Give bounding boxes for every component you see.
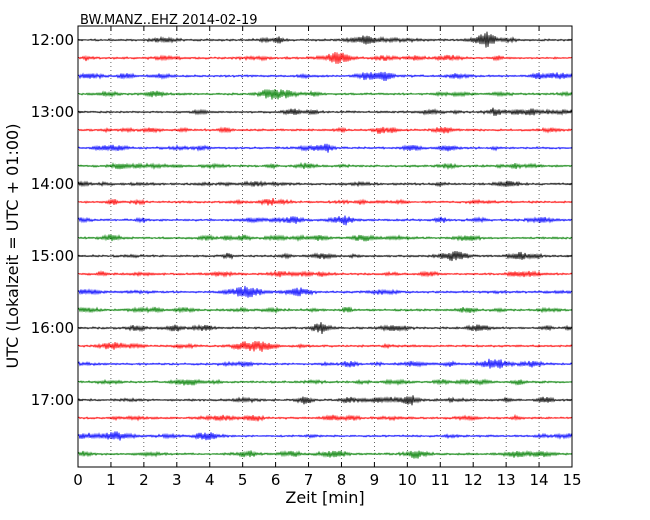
y-tick-label-5: 17:00 [31, 391, 74, 409]
trace-line-12 [77, 250, 573, 262]
trace-line-22 [77, 431, 573, 441]
x-tick-label-3: 3 [172, 471, 182, 489]
x-axis-label: Zeit [min] [285, 488, 364, 507]
trace-line-3 [77, 89, 573, 100]
trace-line-6 [77, 143, 573, 153]
trace-line-13 [77, 270, 573, 278]
trace-line-7 [77, 161, 573, 170]
x-tick-label-11: 11 [431, 471, 450, 489]
trace-line-10 [77, 215, 573, 226]
x-tick-label-7: 7 [304, 471, 314, 489]
trace-line-23 [77, 449, 573, 459]
x-tick-label-4: 4 [205, 471, 215, 489]
trace-line-5 [77, 126, 573, 134]
x-tick-label-15: 15 [562, 471, 581, 489]
y-axis-ticks: 12:00 13:00 14:00 15:00 16:00 17:00 [31, 31, 572, 409]
trace-line-15 [77, 306, 573, 314]
chart-title: BW.MANZ..EHZ 2014-02-19 [80, 13, 258, 28]
y-tick-label-0: 12:00 [31, 31, 74, 49]
x-tick-label-14: 14 [530, 471, 549, 489]
trace-line-17 [77, 340, 573, 352]
trace-line-1 [77, 52, 573, 64]
x-tick-label-13: 13 [497, 471, 516, 489]
trace-line-19 [77, 378, 573, 386]
x-axis-ticks: 0 1 2 3 4 5 6 7 8 9 10 11 12 13 14 15 [73, 26, 582, 489]
y-tick-label-4: 16:00 [31, 319, 74, 337]
trace-line-21 [77, 413, 573, 422]
x-tick-label-12: 12 [464, 471, 483, 489]
vertical-grid [110, 26, 540, 467]
trace-line-4 [77, 107, 573, 116]
trace-line-20 [77, 395, 573, 406]
y-tick-label-3: 15:00 [31, 247, 74, 265]
y-tick-label-2: 14:00 [31, 175, 74, 193]
x-tick-label-5: 5 [238, 471, 248, 489]
trace-line-11 [77, 233, 573, 242]
trace-line-0 [77, 31, 573, 48]
trace-line-18 [77, 358, 573, 369]
plot-frame [77, 25, 573, 468]
trace-line-8 [77, 180, 573, 188]
y-tick-label-1: 13:00 [31, 103, 74, 121]
x-tick-label-0: 0 [73, 471, 83, 489]
y-axis-label: UTC (Lokalzeit = UTC + 01:00) [3, 124, 22, 369]
x-tick-label-2: 2 [139, 471, 149, 489]
x-tick-label-8: 8 [337, 471, 347, 489]
trace-line-14 [77, 285, 573, 298]
seismic-traces [77, 31, 573, 459]
x-tick-label-9: 9 [370, 471, 380, 489]
x-tick-label-1: 1 [106, 471, 116, 489]
trace-line-16 [77, 322, 573, 335]
x-tick-label-6: 6 [271, 471, 281, 489]
trace-line-9 [77, 197, 573, 206]
x-tick-label-10: 10 [398, 471, 417, 489]
trace-line-2 [77, 71, 573, 82]
